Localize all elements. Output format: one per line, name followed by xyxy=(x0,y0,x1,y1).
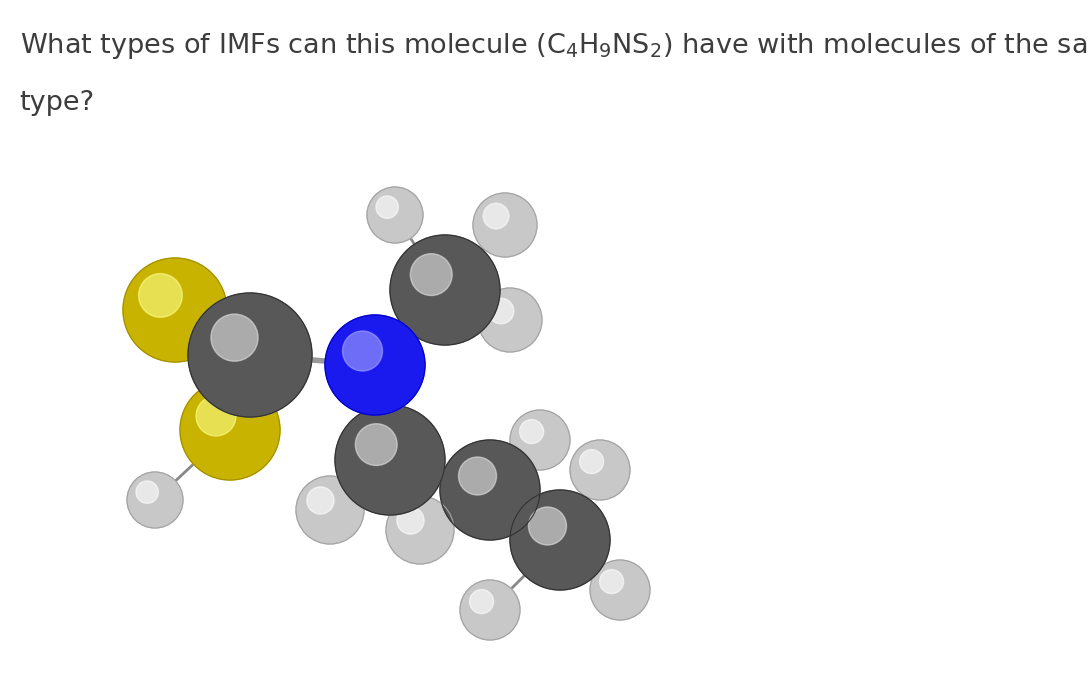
Circle shape xyxy=(470,590,494,614)
Circle shape xyxy=(410,254,453,296)
Circle shape xyxy=(296,476,364,544)
Circle shape xyxy=(489,298,514,324)
Circle shape xyxy=(335,405,445,515)
Circle shape xyxy=(356,424,397,466)
Circle shape xyxy=(460,580,520,640)
Circle shape xyxy=(325,315,425,415)
Circle shape xyxy=(180,380,280,480)
Circle shape xyxy=(127,472,183,528)
Circle shape xyxy=(390,235,500,345)
Circle shape xyxy=(138,274,183,317)
Circle shape xyxy=(520,420,544,444)
Circle shape xyxy=(196,396,236,436)
Circle shape xyxy=(510,490,610,590)
Circle shape xyxy=(590,560,650,620)
Circle shape xyxy=(510,410,570,470)
Text: type?: type? xyxy=(20,90,95,116)
Circle shape xyxy=(473,193,537,257)
Circle shape xyxy=(440,440,540,540)
Circle shape xyxy=(136,481,159,504)
Circle shape xyxy=(599,570,623,594)
Circle shape xyxy=(188,293,312,417)
Circle shape xyxy=(529,507,567,545)
Circle shape xyxy=(478,288,542,352)
Text: What types of IMFs can this molecule (C$_4$H$_9$NS$_2$) have with molecules of t: What types of IMFs can this molecule (C$… xyxy=(20,31,1088,61)
Circle shape xyxy=(580,450,604,473)
Circle shape xyxy=(483,203,509,229)
Circle shape xyxy=(386,496,454,564)
Circle shape xyxy=(343,331,383,371)
Circle shape xyxy=(123,258,227,362)
Circle shape xyxy=(376,196,398,218)
Circle shape xyxy=(397,507,424,534)
Circle shape xyxy=(367,187,423,243)
Circle shape xyxy=(211,314,258,361)
Circle shape xyxy=(458,457,496,495)
Circle shape xyxy=(307,487,334,514)
Circle shape xyxy=(570,440,630,500)
